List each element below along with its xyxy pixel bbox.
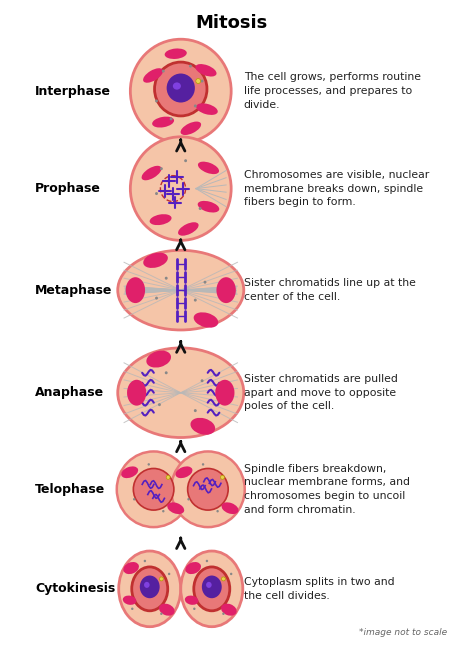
- Ellipse shape: [118, 348, 244, 437]
- Text: *image not to scale: *image not to scale: [359, 628, 447, 636]
- Ellipse shape: [140, 575, 160, 598]
- Ellipse shape: [170, 117, 173, 121]
- Ellipse shape: [194, 567, 230, 611]
- Ellipse shape: [230, 573, 232, 575]
- Ellipse shape: [162, 510, 164, 513]
- Text: Cytoplasm splits in two and
the cell divides.: Cytoplasm splits in two and the cell div…: [244, 577, 394, 601]
- Ellipse shape: [206, 582, 212, 588]
- Text: Anaphase: Anaphase: [36, 386, 104, 399]
- Ellipse shape: [121, 467, 138, 478]
- Ellipse shape: [165, 277, 168, 280]
- Ellipse shape: [117, 452, 191, 527]
- Ellipse shape: [144, 582, 150, 588]
- Ellipse shape: [164, 49, 187, 59]
- Text: Chromosomes are visible, nuclear
membrane breaks down, spindle
fibers begin to f: Chromosomes are visible, nuclear membran…: [244, 170, 429, 207]
- Text: Sister chromatids line up at the
center of the cell.: Sister chromatids line up at the center …: [244, 279, 416, 302]
- Ellipse shape: [159, 604, 174, 616]
- Ellipse shape: [150, 214, 172, 225]
- Ellipse shape: [144, 560, 146, 562]
- Ellipse shape: [198, 161, 219, 174]
- Ellipse shape: [146, 351, 171, 367]
- Ellipse shape: [194, 299, 197, 301]
- Ellipse shape: [215, 380, 235, 406]
- Text: Metaphase: Metaphase: [36, 284, 113, 297]
- Ellipse shape: [178, 222, 199, 236]
- Ellipse shape: [221, 502, 238, 514]
- Ellipse shape: [123, 596, 137, 605]
- Ellipse shape: [118, 250, 244, 330]
- Ellipse shape: [152, 117, 174, 128]
- Ellipse shape: [160, 612, 163, 615]
- Ellipse shape: [159, 577, 164, 581]
- Ellipse shape: [158, 403, 161, 406]
- Ellipse shape: [155, 99, 158, 102]
- Ellipse shape: [222, 612, 225, 615]
- Ellipse shape: [206, 560, 208, 562]
- Ellipse shape: [155, 62, 207, 116]
- Text: Sister chromatids are pulled
apart and move to opposite
poles of the cell.: Sister chromatids are pulled apart and m…: [244, 374, 398, 411]
- Ellipse shape: [171, 452, 245, 527]
- Ellipse shape: [165, 371, 168, 375]
- Ellipse shape: [130, 40, 231, 143]
- Ellipse shape: [185, 562, 201, 574]
- Ellipse shape: [203, 281, 207, 284]
- Ellipse shape: [194, 409, 197, 412]
- Ellipse shape: [142, 166, 162, 180]
- Text: Spindle fibers breakdown,
nuclear membrane forms, and
chromosomes begin to uncoi: Spindle fibers breakdown, nuclear membra…: [244, 464, 410, 515]
- Ellipse shape: [133, 469, 174, 510]
- Ellipse shape: [198, 201, 219, 213]
- Ellipse shape: [196, 103, 218, 115]
- Ellipse shape: [196, 78, 201, 84]
- Ellipse shape: [143, 253, 168, 268]
- Text: Telophase: Telophase: [36, 483, 106, 496]
- Ellipse shape: [155, 297, 158, 299]
- Text: Prophase: Prophase: [36, 182, 101, 195]
- Ellipse shape: [217, 277, 236, 303]
- Ellipse shape: [130, 137, 231, 240]
- Text: The cell grows, performs routine
life processes, and prepares to
divide.: The cell grows, performs routine life pr…: [244, 73, 421, 110]
- Ellipse shape: [175, 467, 192, 478]
- Ellipse shape: [181, 122, 201, 135]
- Text: Interphase: Interphase: [36, 84, 111, 97]
- Ellipse shape: [160, 167, 163, 170]
- Ellipse shape: [199, 207, 201, 210]
- Ellipse shape: [181, 551, 243, 627]
- Ellipse shape: [185, 596, 199, 605]
- Ellipse shape: [167, 502, 184, 514]
- Ellipse shape: [123, 562, 139, 574]
- Ellipse shape: [127, 380, 146, 406]
- Ellipse shape: [220, 476, 224, 480]
- Ellipse shape: [191, 418, 215, 435]
- Ellipse shape: [143, 68, 163, 83]
- Ellipse shape: [132, 567, 168, 611]
- Ellipse shape: [221, 604, 237, 616]
- Ellipse shape: [202, 575, 222, 598]
- Ellipse shape: [173, 82, 181, 89]
- Ellipse shape: [167, 73, 195, 102]
- Text: Cytokinesis: Cytokinesis: [36, 583, 116, 596]
- Ellipse shape: [201, 80, 203, 82]
- Text: Mitosis: Mitosis: [195, 14, 267, 32]
- Ellipse shape: [147, 463, 150, 466]
- Ellipse shape: [189, 65, 192, 67]
- Ellipse shape: [193, 608, 196, 610]
- Ellipse shape: [188, 469, 228, 510]
- Ellipse shape: [126, 277, 145, 303]
- Ellipse shape: [194, 104, 197, 108]
- Ellipse shape: [195, 64, 217, 76]
- Ellipse shape: [168, 573, 170, 575]
- Ellipse shape: [166, 476, 170, 480]
- Ellipse shape: [221, 577, 225, 581]
- Ellipse shape: [202, 463, 204, 466]
- Ellipse shape: [184, 159, 187, 162]
- Ellipse shape: [131, 608, 134, 610]
- Ellipse shape: [118, 551, 181, 627]
- Ellipse shape: [201, 379, 203, 382]
- Ellipse shape: [155, 192, 158, 195]
- Ellipse shape: [194, 312, 218, 328]
- Ellipse shape: [187, 498, 190, 500]
- Ellipse shape: [133, 498, 136, 500]
- Ellipse shape: [162, 69, 165, 73]
- Ellipse shape: [217, 510, 219, 513]
